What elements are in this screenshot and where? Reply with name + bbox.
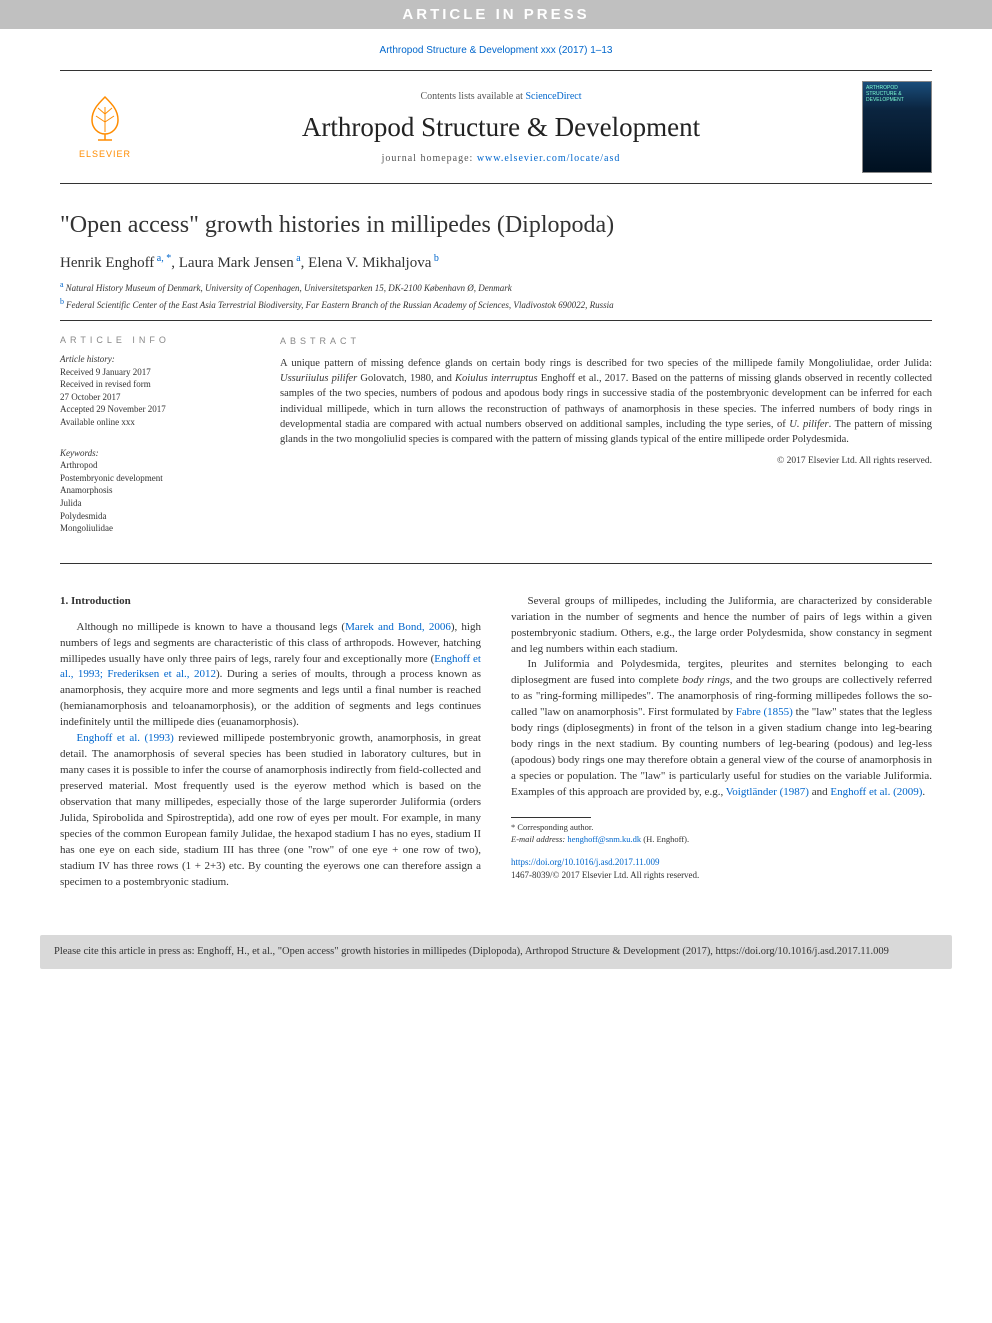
elsevier-tree-icon — [80, 92, 130, 142]
article-title: "Open access" growth histories in millip… — [60, 212, 932, 239]
email-who: (H. Enghoff). — [643, 834, 689, 844]
cite-footer-box: Please cite this article in press as: En… — [40, 935, 952, 970]
corresponding-author-note: * Corresponding author. — [511, 822, 932, 834]
rule — [60, 320, 932, 321]
email-label: E-mail address: — [511, 834, 565, 844]
contents-line: Contents lists available at ScienceDirec… — [150, 91, 852, 102]
homepage-line: journal homepage: www.elsevier.com/locat… — [150, 153, 852, 164]
sciencedirect-link[interactable]: ScienceDirect — [525, 91, 581, 102]
journal-cover-thumb[interactable]: ARTHROPOD STRUCTURE & DEVELOPMENT — [862, 81, 932, 173]
section-heading: 1. Introduction — [60, 594, 481, 610]
article-info-column: ARTICLE INFO Article history: Received 9… — [60, 335, 250, 553]
abstract-copyright: © 2017 Elsevier Ltd. All rights reserved… — [280, 455, 932, 469]
abstract-column: ABSTRACT A unique pattern of missing def… — [280, 335, 932, 553]
masthead-center: Contents lists available at ScienceDirec… — [150, 91, 852, 164]
keywords-label: Keywords: — [60, 447, 250, 460]
footnote-rule — [511, 817, 591, 818]
rule — [60, 563, 932, 564]
publisher-logo-cell: ELSEVIER — [60, 92, 150, 162]
top-citation: Arthropod Structure & Development xxx (2… — [60, 45, 932, 56]
citation-link[interactable]: Enghoff et al., 1993; Frederiksen et al.… — [60, 653, 481, 681]
doi-link[interactable]: https://doi.org/10.1016/j.asd.2017.11.00… — [511, 857, 660, 867]
article-in-press-banner: ARTICLE IN PRESS — [0, 0, 992, 29]
author-aff-marker: a, * — [154, 253, 171, 264]
citation-link[interactable]: Enghoff et al. (2009) — [830, 786, 922, 798]
keyword: Anamorphosis — [60, 484, 250, 497]
homepage-link[interactable]: www.elsevier.com/locate/asd — [477, 153, 621, 164]
contents-prefix: Contents lists available at — [420, 91, 525, 102]
section-title: Introduction — [71, 595, 131, 607]
affiliation-text: Federal Scientific Center of the East As… — [66, 300, 614, 310]
citation-link[interactable]: Fabre (1855) — [736, 706, 793, 718]
citation-link[interactable]: Voigtländer (1987) — [726, 786, 809, 798]
keyword: Julida — [60, 497, 250, 510]
keyword: Postembryonic development — [60, 472, 250, 485]
keyword: Mongoliulidae — [60, 522, 250, 535]
author-aff-marker: b — [431, 253, 439, 264]
footnotes: * Corresponding author. E-mail address: … — [511, 822, 932, 846]
keyword: Polydesmida — [60, 510, 250, 523]
affiliation-text: Natural History Museum of Denmark, Unive… — [66, 283, 512, 293]
affiliation: a Natural History Museum of Denmark, Uni… — [60, 280, 932, 293]
history-label: Article history: — [60, 353, 250, 366]
abstract-heading: ABSTRACT — [280, 335, 932, 348]
body-paragraph: Several groups of millipedes, including … — [511, 594, 932, 658]
cover-cell: ARTHROPOD STRUCTURE & DEVELOPMENT — [852, 81, 932, 173]
doi-block: https://doi.org/10.1016/j.asd.2017.11.00… — [511, 856, 932, 882]
page-content: Arthropod Structure & Development xxx (2… — [0, 45, 992, 911]
body-two-column: 1. Introduction Although no millipede is… — [60, 594, 932, 891]
author-name: Henrik Enghoff — [60, 255, 154, 271]
body-paragraph: In Juliformia and Polydesmida, tergites,… — [511, 657, 932, 800]
history-line: Received 9 January 2017 — [60, 366, 250, 379]
author-name: , Elena V. Mikhaljova — [301, 255, 432, 271]
masthead: ELSEVIER Contents lists available at Sci… — [60, 70, 932, 184]
author-list: Henrik Enghoff a, *, Laura Mark Jensen a… — [60, 253, 932, 272]
author-email-link[interactable]: henghoff@snm.ku.dk — [567, 834, 641, 844]
article-info-heading: ARTICLE INFO — [60, 335, 250, 345]
history-line: Accepted 29 November 2017 — [60, 403, 250, 416]
body-paragraph: Enghoff et al. (1993) reviewed millipede… — [60, 731, 481, 890]
keyword: Arthropod — [60, 459, 250, 472]
affiliation: b Federal Scientific Center of the East … — [60, 297, 932, 310]
info-abstract-row: ARTICLE INFO Article history: Received 9… — [60, 335, 932, 553]
author-aff-marker: a — [294, 253, 301, 264]
homepage-prefix: journal homepage: — [382, 153, 477, 164]
citation-link[interactable]: Enghoff et al. (1993) — [77, 732, 174, 744]
keywords-block: Keywords: ArthropodPostembryonic develop… — [60, 447, 250, 535]
history-line: Available online xxx — [60, 416, 250, 429]
author-name: , Laura Mark Jensen — [171, 255, 293, 271]
journal-name: Arthropod Structure & Development — [150, 112, 852, 143]
history-line: 27 October 2017 — [60, 391, 250, 404]
history-line: Received in revised form — [60, 378, 250, 391]
section-number: 1. — [60, 595, 68, 607]
email-line: E-mail address: henghoff@snm.ku.dk (H. E… — [511, 834, 932, 846]
article-history-block: Article history: Received 9 January 2017… — [60, 353, 250, 429]
abstract-text: A unique pattern of missing defence glan… — [280, 356, 932, 447]
elsevier-logo[interactable]: ELSEVIER — [75, 92, 135, 162]
citation-link[interactable]: Marek and Bond, 2006 — [345, 621, 451, 633]
elsevier-wordmark: ELSEVIER — [75, 149, 135, 159]
body-paragraph: Although no millipede is known to have a… — [60, 620, 481, 732]
issn-copyright: 1467-8039/© 2017 Elsevier Ltd. All right… — [511, 869, 932, 882]
